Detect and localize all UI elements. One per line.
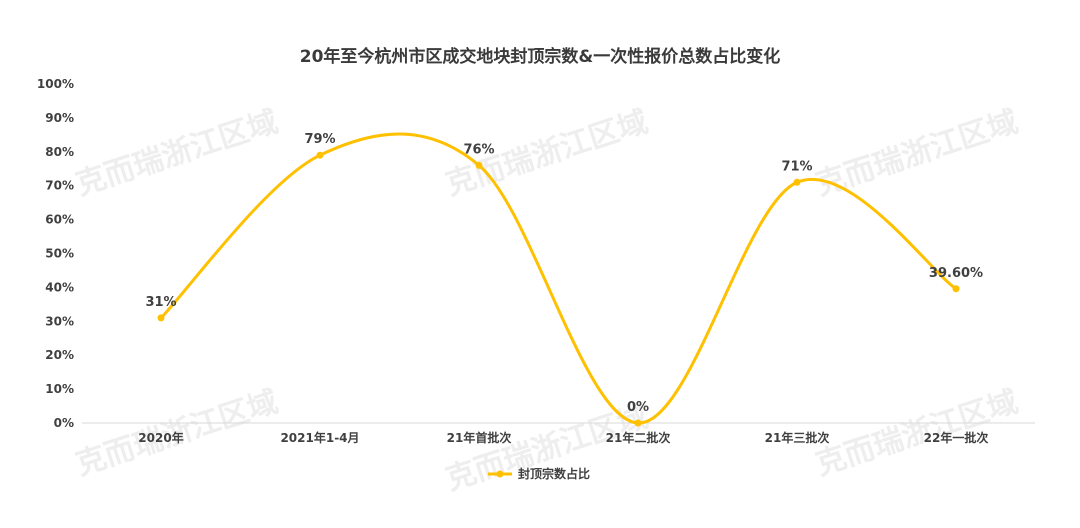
data-label: 71% bbox=[781, 159, 812, 174]
y-tick-label: 10% bbox=[45, 382, 74, 396]
y-tick-label: 50% bbox=[45, 247, 74, 261]
data-label: 31% bbox=[145, 295, 176, 310]
x-tick-label: 21年二批次 bbox=[606, 430, 671, 445]
y-tick-label: 100% bbox=[37, 77, 74, 91]
x-axis: 2020年 2021年1-4月 21年首批次 21年二批次 21年三批次 22年一批次 bbox=[138, 430, 988, 445]
legend-label: 封顶宗数占比 bbox=[518, 466, 590, 481]
x-tick-label: 22年一批次 bbox=[924, 430, 989, 445]
y-tick-label: 90% bbox=[45, 111, 74, 125]
y-tick-label: 0% bbox=[54, 416, 74, 430]
legend-marker-icon bbox=[496, 470, 504, 478]
x-tick-label: 2020年 bbox=[138, 430, 183, 445]
data-point bbox=[793, 178, 801, 186]
data-points bbox=[157, 151, 960, 427]
chart-title: 20年至今杭州市区成交地块封顶宗数&一次性报价总数占比变化 bbox=[300, 46, 780, 67]
data-label: 0% bbox=[627, 400, 649, 415]
series-line bbox=[159, 132, 958, 425]
legend: 封顶宗数占比 bbox=[488, 466, 590, 481]
data-label: 39.60% bbox=[929, 266, 983, 281]
data-label: 79% bbox=[304, 132, 335, 147]
data-label: 76% bbox=[463, 142, 494, 157]
data-point bbox=[316, 151, 324, 159]
watermark-text: 克而瑞浙江区域 bbox=[812, 384, 1023, 482]
x-tick-label: 2021年1-4月 bbox=[280, 430, 359, 445]
x-tick-label: 21年三批次 bbox=[765, 430, 830, 445]
data-point bbox=[634, 419, 642, 427]
y-tick-label: 80% bbox=[45, 145, 74, 159]
y-tick-label: 40% bbox=[45, 280, 74, 294]
y-tick-label: 60% bbox=[45, 213, 74, 227]
y-tick-label: 70% bbox=[45, 179, 74, 193]
data-point bbox=[475, 161, 483, 169]
watermark-text: 克而瑞浙江区域 bbox=[72, 104, 283, 202]
y-axis: 0% 10% 20% 30% 40% 50% 60% 70% 80% 90% 100% bbox=[37, 77, 74, 430]
x-tick-label: 21年首批次 bbox=[447, 430, 512, 445]
data-point bbox=[157, 314, 165, 322]
data-point bbox=[952, 285, 960, 293]
y-tick-label: 30% bbox=[45, 314, 74, 328]
y-tick-label: 20% bbox=[45, 348, 74, 362]
data-labels: 31% 79% 76% 0% 71% 39.60% bbox=[145, 132, 983, 415]
